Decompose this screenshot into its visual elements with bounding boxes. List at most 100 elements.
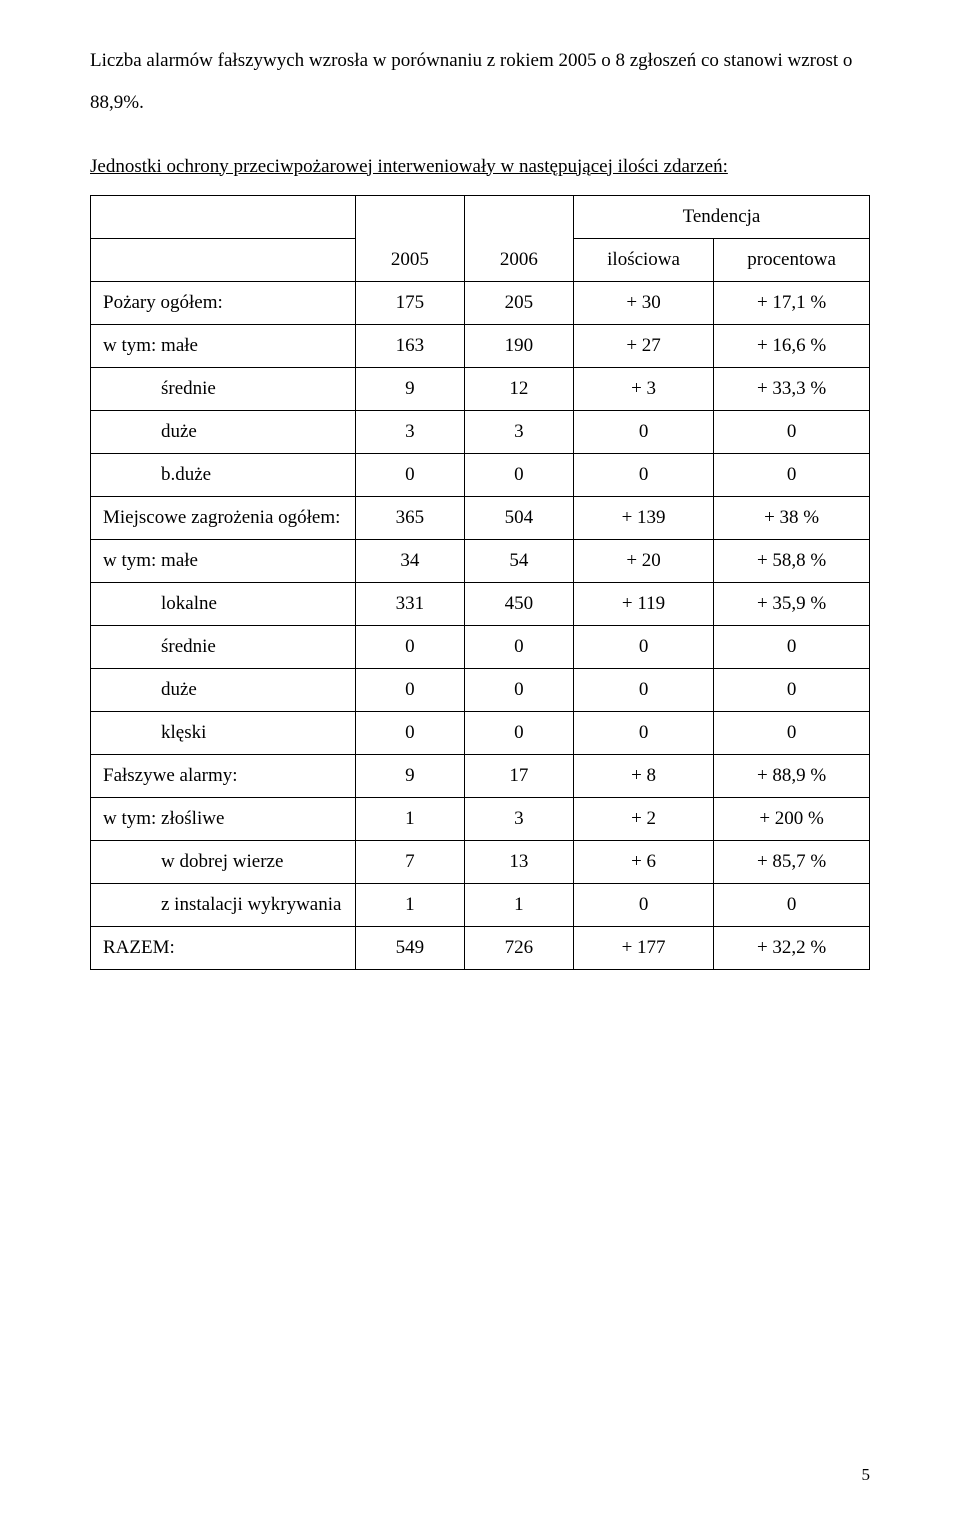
table-row: duże3300 [91,411,870,454]
header-ilosciowa: ilościowa [573,239,713,282]
row-cell: + 8 [573,755,713,798]
page-number: 5 [862,1465,871,1485]
row-cell: + 139 [573,497,713,540]
row-cell: 0 [714,454,870,497]
table-row: Pożary ogółem:175205+ 30+ 17,1 % [91,282,870,325]
row-cell: 1 [464,884,573,927]
table-row: średnie912+ 3+ 33,3 % [91,368,870,411]
row-label: w tym: małe [91,540,356,583]
row-cell: 0 [464,712,573,755]
row-cell: 163 [355,325,464,368]
row-cell: 0 [464,454,573,497]
row-label: lokalne [91,583,356,626]
row-cell: + 38 % [714,497,870,540]
row-cell: + 17,1 % [714,282,870,325]
row-cell: 175 [355,282,464,325]
row-cell: 0 [714,884,870,927]
row-cell: 13 [464,841,573,884]
row-label: Fałszywe alarmy: [91,755,356,798]
row-cell: 0 [464,669,573,712]
row-cell: 9 [355,755,464,798]
row-cell: 0 [355,454,464,497]
row-label: duże [91,411,356,454]
row-cell: 7 [355,841,464,884]
header-empty [91,196,356,239]
row-cell: 17 [464,755,573,798]
row-cell: + 85,7 % [714,841,870,884]
header-procentowa: procentowa [714,239,870,282]
table-row: Miejscowe zagrożenia ogółem:365504+ 139+… [91,497,870,540]
header-empty-4 [91,239,356,282]
header-year1: 2005 [355,239,464,282]
row-cell: 450 [464,583,573,626]
statistics-table: Tendencja ilościowa procentowa 2005 2006… [90,195,870,970]
row-label: z instalacji wykrywania [91,884,356,927]
row-cell: 9 [355,368,464,411]
header-tendencja: Tendencja [573,196,869,239]
row-cell: + 20 [573,540,713,583]
row-cell: 0 [714,669,870,712]
intro-paragraph: Liczba alarmów fałszywych wzrosła w poró… [90,40,870,124]
row-cell: + 30 [573,282,713,325]
row-cell: 0 [573,454,713,497]
row-cell: 34 [355,540,464,583]
table-row: w tym: małe3454+ 20+ 58,8 % [91,540,870,583]
row-cell: 3 [464,411,573,454]
table-row: Fałszywe alarmy:917+ 8+ 88,9 % [91,755,870,798]
row-cell: + 33,3 % [714,368,870,411]
row-cell: + 88,9 % [714,755,870,798]
row-cell: + 177 [573,927,713,970]
row-cell: + 3 [573,368,713,411]
table-row: z instalacji wykrywania1100 [91,884,870,927]
row-cell: + 32,2 % [714,927,870,970]
row-cell: 190 [464,325,573,368]
row-label: RAZEM: [91,927,356,970]
row-label: w dobrej wierze [91,841,356,884]
table-row: w tym: złośliwe13+ 2+ 200 % [91,798,870,841]
row-cell: 12 [464,368,573,411]
row-cell: + 16,6 % [714,325,870,368]
table-row: RAZEM:549726+ 177+ 32,2 % [91,927,870,970]
row-label: duże [91,669,356,712]
row-cell: + 27 [573,325,713,368]
row-cell: + 2 [573,798,713,841]
row-cell: 331 [355,583,464,626]
row-cell: 1 [355,798,464,841]
header-row-1: Tendencja [91,196,870,239]
table-row: średnie0000 [91,626,870,669]
table-row: klęski0000 [91,712,870,755]
row-cell: 3 [464,798,573,841]
row-cell: 54 [464,540,573,583]
row-cell: 0 [464,626,573,669]
row-label: średnie [91,626,356,669]
row-cell: 0 [573,626,713,669]
row-cell: + 35,9 % [714,583,870,626]
table-row: w dobrej wierze713+ 6+ 85,7 % [91,841,870,884]
row-cell: 726 [464,927,573,970]
table-row: lokalne331450+ 119+ 35,9 % [91,583,870,626]
row-cell: 0 [714,712,870,755]
row-label: Pożary ogółem: [91,282,356,325]
row-cell: + 119 [573,583,713,626]
header-empty-2 [355,196,464,239]
table-row: b.duże0000 [91,454,870,497]
row-cell: 3 [355,411,464,454]
row-cell: 365 [355,497,464,540]
row-cell: 0 [714,626,870,669]
table-row: duże0000 [91,669,870,712]
header-year2: 2006 [464,239,573,282]
row-cell: 0 [573,712,713,755]
row-cell: 549 [355,927,464,970]
row-label: Miejscowe zagrożenia ogółem: [91,497,356,540]
row-cell: 1 [355,884,464,927]
row-label: średnie [91,368,356,411]
intro-paragraph-2: Jednostki ochrony przeciwpożarowej inter… [90,146,870,188]
row-cell: 0 [573,884,713,927]
row-cell: 205 [464,282,573,325]
row-label: w tym: małe [91,325,356,368]
row-cell: + 58,8 % [714,540,870,583]
row-cell: 0 [355,669,464,712]
row-cell: 504 [464,497,573,540]
row-cell: 0 [355,626,464,669]
row-cell: 0 [573,669,713,712]
